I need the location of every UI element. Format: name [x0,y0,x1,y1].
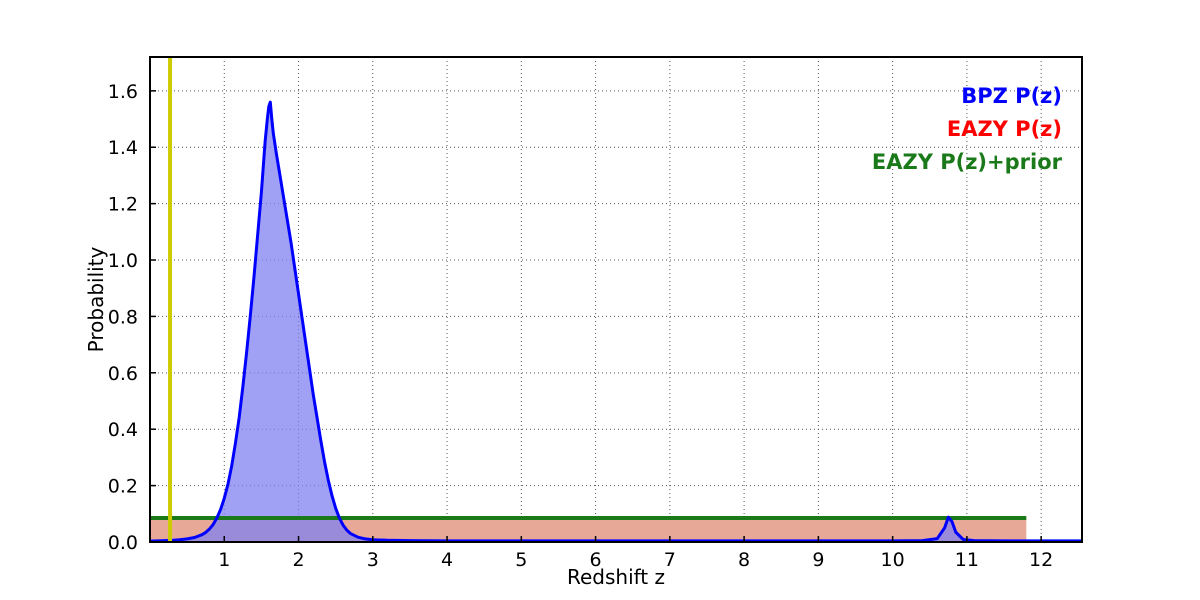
y-tick-label: 0.8 [108,306,138,328]
x-tick-label: 10 [881,549,905,571]
x-tick-label: 3 [367,549,379,571]
bpz-pz-curve [150,100,1082,542]
x-tick-label: 6 [590,549,602,571]
x-tick-label: 12 [1029,549,1053,571]
y-tick-label: 0.6 [108,363,138,385]
x-tick-label: 11 [955,549,979,571]
x-tick-label: 5 [515,549,527,571]
x-tick-label: 1 [218,549,230,571]
axis-ticks: 1 2 3 4 5 6 7 8 9 10 11 120.00.20.40.60.81.01.21.41… [108,81,1053,571]
legend-item-3: EAZY P(z)+prior [872,150,1063,174]
gridlines [150,57,1082,542]
legend-item-2: EAZY P(z) [947,117,1062,141]
x-tick-label: 9 [812,549,824,571]
legend-item-1: BPZ P(z) [961,84,1062,108]
y-tick-label: 0.2 [108,476,138,498]
x-tick-label: 8 [738,549,750,571]
y-tick-label: 1.6 [108,81,138,103]
bpz-pz-fill [150,102,1082,542]
x-axis-title: Redshift z [567,565,665,589]
x-tick-label: 4 [441,549,453,571]
eazy-pz-band [150,518,1027,542]
data-layer [150,57,1082,542]
y-tick-label: 0.4 [108,419,138,441]
plot-frame [149,56,1083,543]
y-tick-label: 0.0 [108,532,138,554]
y-tick-label: 1.2 [108,194,138,216]
y-axis-title: Probability [84,246,108,352]
legend: BPZ P(z) EAZY P(z) EAZY P(z)+prior [872,84,1063,174]
y-tick-label: 1.0 [108,250,138,272]
x-tick-label: 7 [664,549,676,571]
y-tick-label: 1.4 [108,137,138,159]
x-tick-label: 2 [292,549,304,571]
